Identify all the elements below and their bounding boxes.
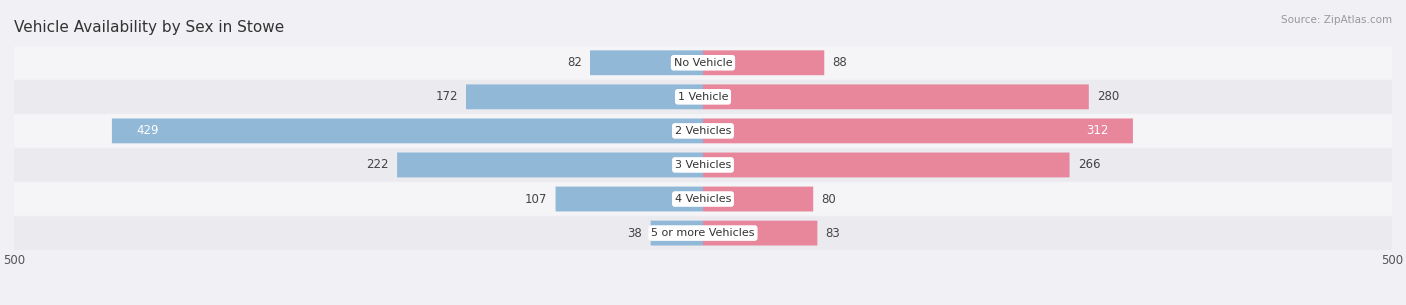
FancyBboxPatch shape bbox=[703, 152, 1070, 178]
Text: 222: 222 bbox=[367, 159, 389, 171]
Text: 2 Vehicles: 2 Vehicles bbox=[675, 126, 731, 136]
Text: 5 or more Vehicles: 5 or more Vehicles bbox=[651, 228, 755, 238]
FancyBboxPatch shape bbox=[14, 148, 1392, 182]
FancyBboxPatch shape bbox=[14, 80, 1392, 113]
FancyBboxPatch shape bbox=[14, 182, 1392, 216]
FancyBboxPatch shape bbox=[703, 221, 817, 246]
Text: 429: 429 bbox=[136, 124, 159, 137]
Text: 280: 280 bbox=[1097, 90, 1119, 103]
Text: 88: 88 bbox=[832, 56, 848, 69]
Text: No Vehicle: No Vehicle bbox=[673, 58, 733, 68]
FancyBboxPatch shape bbox=[112, 118, 703, 143]
Text: 83: 83 bbox=[825, 227, 841, 239]
FancyBboxPatch shape bbox=[396, 152, 703, 178]
FancyBboxPatch shape bbox=[14, 114, 1392, 148]
Text: 82: 82 bbox=[567, 56, 582, 69]
FancyBboxPatch shape bbox=[555, 187, 703, 211]
FancyBboxPatch shape bbox=[591, 50, 703, 75]
Text: 4 Vehicles: 4 Vehicles bbox=[675, 194, 731, 204]
Text: 107: 107 bbox=[524, 192, 547, 206]
Text: 38: 38 bbox=[627, 227, 643, 239]
Text: 266: 266 bbox=[1078, 159, 1101, 171]
Text: Source: ZipAtlas.com: Source: ZipAtlas.com bbox=[1281, 15, 1392, 25]
Text: 312: 312 bbox=[1085, 124, 1108, 137]
FancyBboxPatch shape bbox=[703, 50, 824, 75]
Text: 3 Vehicles: 3 Vehicles bbox=[675, 160, 731, 170]
FancyBboxPatch shape bbox=[14, 46, 1392, 80]
Text: 1 Vehicle: 1 Vehicle bbox=[678, 92, 728, 102]
FancyBboxPatch shape bbox=[703, 84, 1088, 109]
Text: 172: 172 bbox=[436, 90, 458, 103]
Text: 80: 80 bbox=[821, 192, 837, 206]
FancyBboxPatch shape bbox=[703, 118, 1133, 143]
FancyBboxPatch shape bbox=[651, 221, 703, 246]
FancyBboxPatch shape bbox=[703, 187, 813, 211]
FancyBboxPatch shape bbox=[465, 84, 703, 109]
Text: Vehicle Availability by Sex in Stowe: Vehicle Availability by Sex in Stowe bbox=[14, 20, 284, 35]
FancyBboxPatch shape bbox=[14, 216, 1392, 250]
